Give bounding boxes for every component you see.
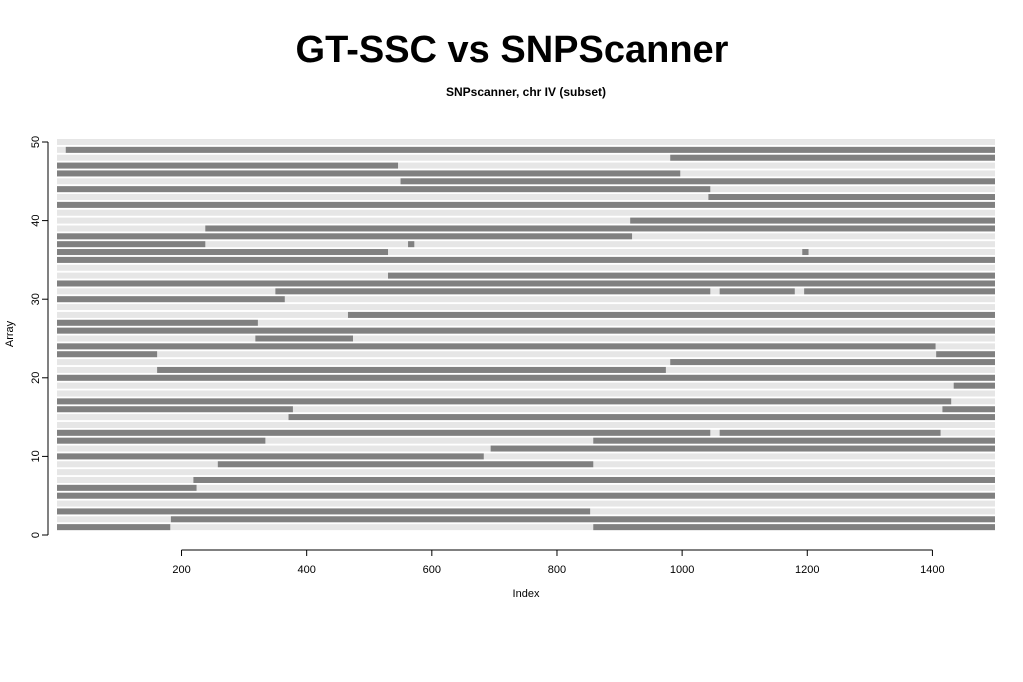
row-background [57,406,995,413]
row-background [57,162,995,169]
segment [57,170,681,177]
row-background [57,359,995,366]
segment [708,194,995,201]
row-background [57,241,995,248]
y-tick-label: 10 [30,450,42,462]
x-tick-label: 200 [172,564,190,576]
segment [57,327,995,334]
segment [670,154,995,161]
segment [57,406,293,413]
row-background [57,421,995,428]
segment [388,272,996,279]
row-background [57,469,995,476]
segment [57,201,995,208]
x-tick-label: 1400 [920,564,944,576]
segment [57,162,399,169]
chart-title: SNPscanner, chr IV (subset) [446,85,606,99]
row-background [57,390,995,397]
segment [217,461,594,468]
segment [57,398,952,405]
segment [57,280,995,287]
x-axis-label: Index [513,588,540,600]
segment [193,476,996,483]
row-background [57,249,995,256]
segment [65,146,996,153]
segment [57,508,591,515]
segment [57,256,995,263]
segment [57,319,258,326]
row-background [57,500,995,507]
row-background [57,453,995,460]
row-background [57,351,995,358]
row-background [57,304,995,311]
row-background [57,437,995,444]
segment [408,241,415,248]
segment [157,366,666,373]
y-tick-label: 0 [30,532,42,538]
x-tick-label: 400 [297,564,315,576]
segment [57,437,266,444]
segment [57,249,389,256]
segment [630,217,995,224]
segment [670,359,995,366]
x-tick-label: 1000 [670,564,694,576]
row-background [57,296,995,303]
segment [57,186,711,193]
segment [57,484,197,491]
row-background [57,335,995,342]
segment [593,524,995,531]
y-axis-label: Array [4,320,16,347]
segment [953,382,995,389]
segment [57,453,484,460]
segment [57,524,171,531]
row-background [57,217,995,224]
row-background [57,319,995,326]
row-background [57,484,995,491]
segment [57,492,995,499]
segment [400,178,996,185]
segment [170,516,995,523]
y-tick-label: 20 [30,372,42,384]
segment [802,249,809,256]
y-tick-label: 30 [30,293,42,305]
segment [804,288,995,295]
y-tick-label: 50 [30,136,42,148]
segment [593,437,995,444]
slide-title: GT-SSC vs SNPScanner [296,29,729,71]
segment [57,351,158,358]
row-background [57,264,995,271]
row-background [57,524,995,531]
x-tick-label: 1200 [795,564,819,576]
y-tick-label: 40 [30,214,42,226]
segment [490,445,995,452]
segment [57,296,285,303]
segment [936,351,995,358]
segment [275,288,711,295]
x-tick-label: 600 [423,564,441,576]
segment [57,429,711,436]
x-tick-label: 800 [548,564,566,576]
row-background [57,209,995,216]
row-background [57,154,995,161]
segment [719,288,795,295]
segment [205,225,996,232]
row-background [57,194,995,201]
row-background [57,139,995,145]
segment [57,343,936,350]
segment [57,241,206,248]
segment [57,233,633,240]
segment [347,311,995,318]
segment [942,406,995,413]
segment [288,414,995,421]
segment [255,335,353,342]
segment [719,429,941,436]
row-background [57,382,995,389]
segment [57,374,995,381]
